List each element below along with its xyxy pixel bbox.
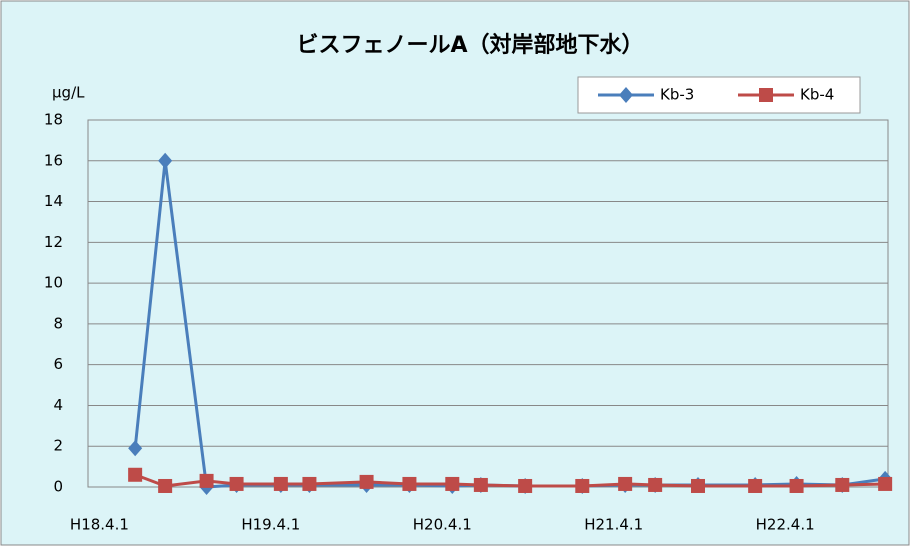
- y-tick-label: 18: [44, 111, 63, 129]
- marker: [128, 467, 143, 482]
- y-tick-label: 2: [53, 437, 63, 455]
- marker: [518, 478, 533, 493]
- marker: [158, 152, 173, 169]
- x-tick-label: H19.4.1: [241, 516, 300, 534]
- legend-marker: [619, 87, 633, 103]
- chart-title: ビスフェノールA（対岸部地下水）: [296, 32, 643, 58]
- marker: [691, 478, 705, 493]
- y-tick-label: 12: [44, 233, 63, 251]
- marker: [575, 478, 590, 493]
- marker: [473, 477, 488, 492]
- marker: [128, 440, 143, 457]
- y-tick-label: 10: [44, 274, 63, 292]
- y-axis-label: μg/L: [52, 84, 85, 102]
- y-tick-label: 0: [53, 478, 63, 496]
- marker: [748, 478, 763, 493]
- marker: [618, 476, 633, 491]
- marker: [302, 476, 317, 491]
- y-tick-label: 6: [53, 355, 63, 373]
- marker: [789, 478, 804, 493]
- marker: [199, 473, 214, 488]
- marker: [878, 476, 893, 491]
- y-tick-label: 4: [53, 396, 63, 414]
- marker: [835, 477, 850, 492]
- legend-label: Kb-3: [660, 86, 694, 104]
- y-tick-label: 16: [44, 151, 63, 169]
- marker: [273, 476, 288, 491]
- legend-label: Kb-4: [800, 86, 834, 104]
- x-tick-label: H20.4.1: [413, 516, 472, 534]
- x-tick-label: H22.4.1: [756, 516, 815, 534]
- marker: [445, 476, 460, 491]
- marker: [359, 474, 374, 489]
- y-tick-label: 14: [44, 192, 63, 210]
- marker: [229, 476, 244, 491]
- x-tick-label: H18.4.1: [70, 516, 129, 534]
- marker: [402, 476, 417, 491]
- y-tick-label: 8: [53, 314, 63, 332]
- marker: [648, 477, 663, 492]
- legend-marker: [759, 88, 773, 102]
- marker: [158, 478, 173, 493]
- x-tick-label: H21.4.1: [584, 516, 643, 534]
